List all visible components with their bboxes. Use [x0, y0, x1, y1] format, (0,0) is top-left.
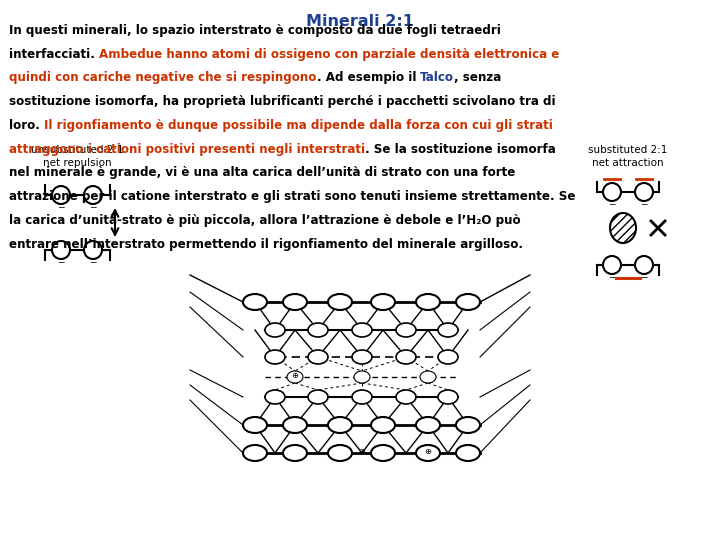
Ellipse shape: [283, 445, 307, 461]
Text: −: −: [58, 258, 65, 267]
Ellipse shape: [243, 417, 267, 433]
Ellipse shape: [328, 417, 352, 433]
Text: In questi minerali, lo spazio interstrato è composto da due fogli tetraedri: In questi minerali, lo spazio interstrat…: [9, 24, 501, 37]
Circle shape: [635, 256, 653, 274]
Text: unsubstituted 2:1: unsubstituted 2:1: [31, 145, 123, 155]
Ellipse shape: [371, 294, 395, 310]
Ellipse shape: [371, 417, 395, 433]
Ellipse shape: [456, 417, 480, 433]
Ellipse shape: [328, 294, 352, 310]
Ellipse shape: [438, 323, 458, 337]
Ellipse shape: [416, 294, 440, 310]
Ellipse shape: [352, 323, 372, 337]
Text: Il rigonfiamento è dunque possibile ma dipende dalla forza con cui gli strati: Il rigonfiamento è dunque possibile ma d…: [45, 119, 553, 132]
Text: −: −: [640, 199, 648, 208]
Ellipse shape: [456, 294, 480, 310]
Text: interfacciati.: interfacciati.: [9, 48, 99, 60]
Text: ⊕: ⊕: [425, 447, 431, 456]
Ellipse shape: [308, 350, 328, 364]
Ellipse shape: [438, 390, 458, 404]
Text: Minerali 2:1: Minerali 2:1: [306, 14, 414, 29]
Ellipse shape: [308, 390, 328, 404]
Circle shape: [84, 241, 102, 259]
Ellipse shape: [420, 371, 436, 383]
Circle shape: [84, 186, 102, 204]
Ellipse shape: [396, 390, 416, 404]
Ellipse shape: [265, 350, 285, 364]
Text: attraggono i cationi positivi presenti negli interstrati: attraggono i cationi positivi presenti n…: [9, 143, 366, 156]
Text: −: −: [58, 202, 65, 212]
Ellipse shape: [287, 371, 303, 383]
Circle shape: [603, 183, 621, 201]
Text: −: −: [608, 199, 616, 208]
Text: nel minerale è grande, vi è una alta carica dell’unità di strato con una forte: nel minerale è grande, vi è una alta car…: [9, 166, 516, 179]
Text: ⊕: ⊕: [359, 447, 366, 456]
Ellipse shape: [371, 445, 395, 461]
Ellipse shape: [354, 371, 370, 383]
Ellipse shape: [456, 445, 480, 461]
Ellipse shape: [396, 323, 416, 337]
Ellipse shape: [265, 390, 285, 404]
Text: −: −: [608, 174, 616, 184]
Circle shape: [52, 241, 70, 259]
Text: net attraction: net attraction: [592, 158, 664, 168]
Ellipse shape: [416, 417, 440, 433]
Ellipse shape: [283, 294, 307, 310]
Text: . Ad esempio il: . Ad esempio il: [317, 71, 420, 84]
Ellipse shape: [352, 350, 372, 364]
Ellipse shape: [610, 213, 636, 243]
Text: Talco: Talco: [420, 71, 454, 84]
Ellipse shape: [416, 445, 440, 461]
Text: quindi con cariche negative che si respingono: quindi con cariche negative che si respi…: [9, 71, 317, 84]
Circle shape: [635, 183, 653, 201]
Text: Ambedue hanno atomi di ossigeno con parziale densità elettronica e: Ambedue hanno atomi di ossigeno con parz…: [99, 48, 559, 60]
Text: . Se la sostituzione isomorfa: . Se la sostituzione isomorfa: [366, 143, 557, 156]
Text: −: −: [640, 273, 648, 281]
Circle shape: [603, 256, 621, 274]
Ellipse shape: [308, 323, 328, 337]
Ellipse shape: [283, 417, 307, 433]
Text: ⊕: ⊕: [292, 370, 299, 380]
Ellipse shape: [352, 390, 372, 404]
Ellipse shape: [265, 323, 285, 337]
Ellipse shape: [243, 294, 267, 310]
Text: attrazione per il catione interstrato e gli strati sono tenuti insieme strettame: attrazione per il catione interstrato e …: [9, 190, 576, 203]
Ellipse shape: [396, 350, 416, 364]
Text: , senza: , senza: [454, 71, 502, 84]
Text: substituted 2:1: substituted 2:1: [588, 145, 667, 155]
Text: −: −: [640, 174, 648, 184]
Ellipse shape: [438, 350, 458, 364]
Ellipse shape: [328, 445, 352, 461]
Text: la carica d’unità-strato è più piccola, allora l’attrazione è debole e l’H₂O può: la carica d’unità-strato è più piccola, …: [9, 214, 521, 227]
Circle shape: [52, 186, 70, 204]
Text: net repulsion: net repulsion: [42, 158, 112, 168]
Text: −: −: [89, 202, 96, 212]
Text: loro.: loro.: [9, 119, 45, 132]
Text: −: −: [608, 273, 616, 281]
Text: −: −: [89, 258, 96, 267]
Ellipse shape: [243, 445, 267, 461]
Text: sostituzione isomorfa, ha proprietà lubrificanti perché i pacchetti scivolano tr: sostituzione isomorfa, ha proprietà lubr…: [9, 95, 556, 108]
Text: entrare nell’interstrato permettendo il rigonfiamento del minerale argilloso.: entrare nell’interstrato permettendo il …: [9, 238, 523, 251]
